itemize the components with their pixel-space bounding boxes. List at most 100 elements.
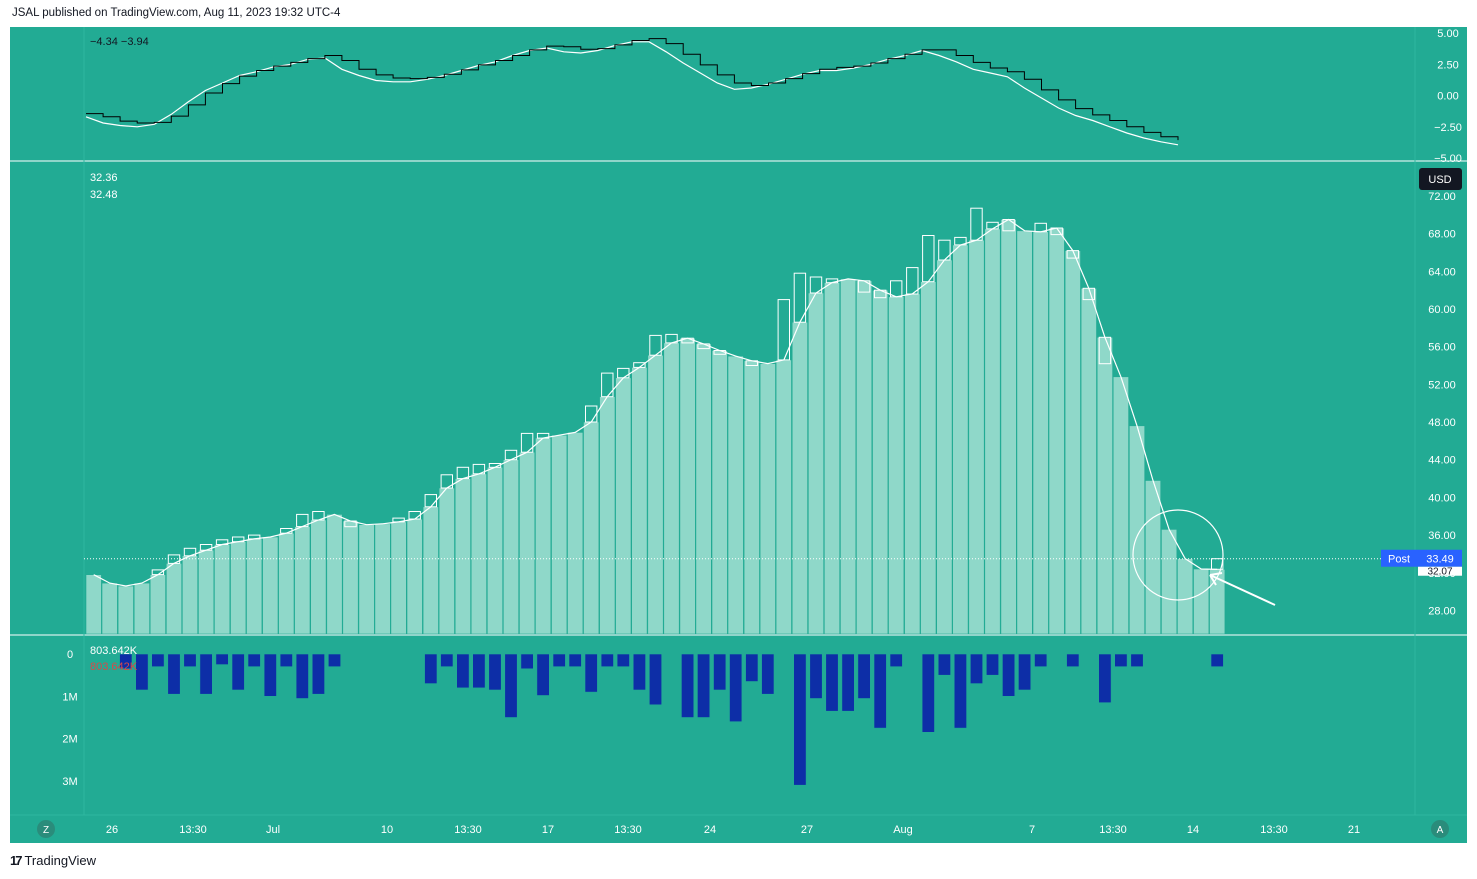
volume-bar	[536, 653, 550, 696]
price-bar	[149, 574, 166, 635]
volume-bar	[488, 653, 502, 691]
indicator-tick-label: −2.50	[1434, 122, 1462, 134]
volume-bar	[889, 653, 903, 667]
chart-frame[interactable]: 5.00 2.50 0.00 −2.50 −5.00 −4.34 −3.94 72.00 68…	[10, 27, 1467, 843]
price-tick-label: 64.00	[1428, 266, 1456, 278]
price-bar	[743, 360, 760, 635]
volume-bar	[632, 653, 646, 691]
price-bar	[294, 526, 311, 635]
time-tick-label: 13:30	[614, 824, 642, 836]
price-bar	[486, 466, 503, 635]
price-bar	[1016, 230, 1033, 635]
currency-badge	[1419, 168, 1462, 190]
price-tick-label: 28.00	[1428, 605, 1456, 617]
price-bar	[807, 292, 824, 635]
price-bar	[904, 293, 921, 635]
price-bar	[920, 281, 937, 635]
price-bar	[615, 377, 632, 635]
price-bar	[968, 239, 985, 635]
candle	[906, 267, 919, 295]
volume-bar	[937, 653, 951, 676]
price-bar	[791, 321, 808, 635]
price-bar	[374, 523, 391, 635]
volume-bar	[199, 653, 213, 695]
currency-label: USD	[1428, 174, 1451, 186]
volume-bar	[440, 653, 454, 667]
main-value-2: 32.48	[90, 189, 118, 201]
candle	[280, 528, 293, 534]
candle	[585, 405, 598, 423]
volume-bar	[921, 653, 935, 733]
chart-svg[interactable]: 5.00 2.50 0.00 −2.50 −5.00 −4.34 −3.94 72.00 68…	[10, 27, 1467, 843]
volume-bar	[1130, 653, 1144, 667]
volume-bar	[1114, 653, 1128, 667]
indicator-step-line	[86, 38, 1179, 141]
price-bar	[599, 396, 616, 635]
volume-tick-label: 0	[67, 649, 73, 661]
price-bar	[438, 487, 455, 635]
indicator-tick-label: 2.50	[1437, 59, 1458, 71]
price-bar	[840, 278, 857, 635]
volume-bar	[247, 653, 261, 667]
volume-bar	[552, 653, 566, 667]
volume-bar	[681, 653, 695, 718]
volume-bar	[424, 653, 438, 684]
volume-bar	[873, 653, 887, 729]
auto-scale-badge	[1431, 820, 1449, 838]
price-bar	[631, 367, 648, 635]
price-bar	[567, 432, 584, 635]
price-bar	[888, 296, 905, 635]
price-tick-label: 48.00	[1428, 417, 1456, 429]
price-tick-label: 40.00	[1428, 492, 1456, 504]
price-bar	[1032, 231, 1049, 635]
price-bar	[214, 544, 231, 635]
volume-bar	[1018, 653, 1032, 691]
price-bar	[406, 518, 423, 635]
price-bar	[422, 506, 439, 635]
price-bar	[1161, 529, 1178, 635]
price-bar	[1080, 287, 1097, 635]
price-bar	[470, 473, 487, 635]
volume-bar	[456, 653, 470, 689]
indicator-tick-label: 5.00	[1437, 28, 1458, 40]
volume-value-2: 803.642K	[90, 661, 138, 673]
candle	[970, 207, 983, 241]
price-bar	[358, 524, 375, 635]
price-bar	[1112, 376, 1129, 635]
price-bar	[679, 337, 696, 635]
annotation-arrow	[1209, 574, 1276, 606]
volume-bar	[520, 653, 534, 670]
candle	[890, 280, 903, 298]
price-tick-label: 60.00	[1428, 304, 1456, 316]
post-value-tag	[1418, 549, 1462, 567]
price-bar	[727, 355, 744, 635]
volume-bar	[793, 653, 807, 786]
time-tick-label: 13:30	[1260, 824, 1288, 836]
candle	[408, 511, 421, 520]
tradingview-logo[interactable]: 17 TradingView	[10, 853, 96, 868]
volume-bar	[841, 653, 855, 712]
timezone-badge-label: Z	[43, 825, 49, 836]
price-tick-label: 44.00	[1428, 455, 1456, 467]
volume-tick-label: 1M	[62, 691, 77, 703]
price-bar	[695, 343, 712, 635]
post-value: 33.49	[1426, 554, 1454, 566]
last-value-tag	[1418, 566, 1462, 576]
volume-bar	[279, 653, 293, 667]
volume-bar	[985, 653, 999, 676]
price-tick-label: 72.00	[1428, 191, 1456, 203]
post-tag	[1381, 549, 1418, 567]
price-bar	[1145, 480, 1162, 635]
volume-bar	[215, 653, 229, 665]
time-tick-label: Jul	[266, 824, 280, 836]
volume-bar	[472, 653, 486, 689]
volume-bar	[151, 653, 165, 667]
price-bar	[198, 549, 215, 635]
volume-bar	[697, 653, 711, 718]
time-tick-label: 17	[542, 824, 554, 836]
volume-bar	[809, 653, 823, 699]
time-tick-label: 13:30	[179, 824, 207, 836]
price-bar	[454, 478, 471, 635]
volume-bar	[1098, 653, 1112, 704]
volume-bar	[761, 653, 775, 695]
